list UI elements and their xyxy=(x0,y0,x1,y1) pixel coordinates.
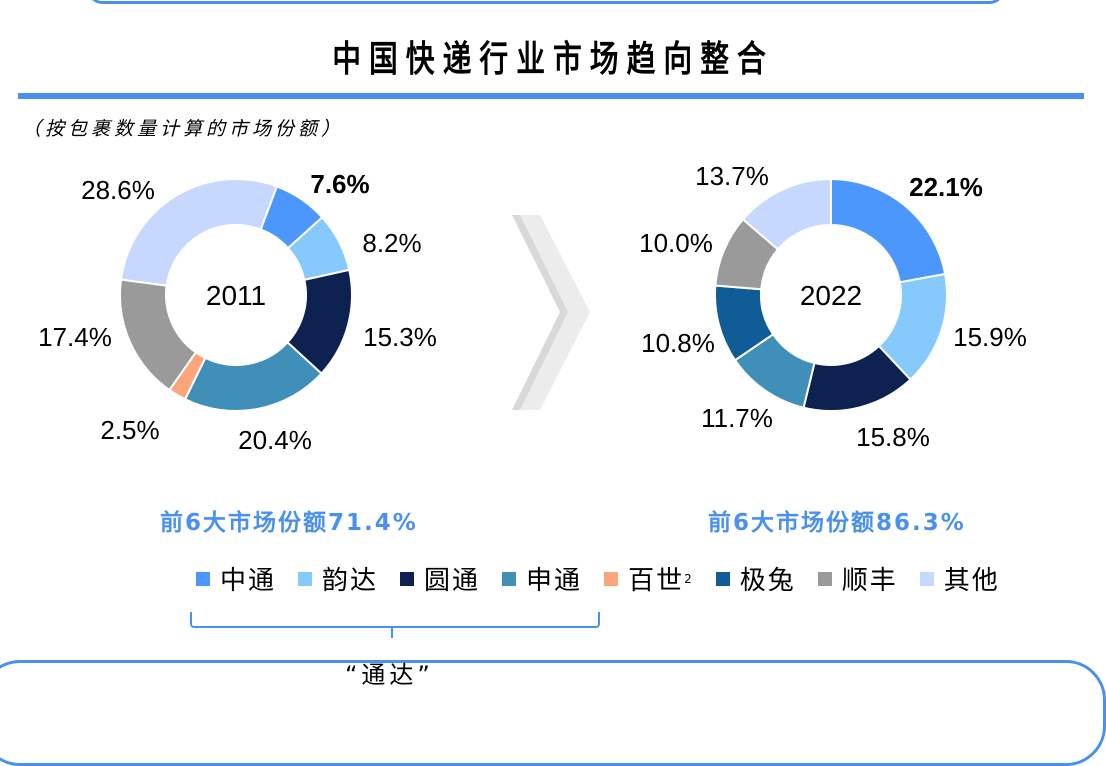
legend-label: 圆通 xyxy=(424,566,481,596)
slice-label: 8.2% xyxy=(362,228,421,258)
legend-item: 顺丰 xyxy=(817,560,898,597)
page-title: 中国快递行业市场趋向整合 xyxy=(332,39,774,80)
donut-slice xyxy=(741,177,832,251)
legend-label: 顺丰 xyxy=(841,566,898,596)
legend-item: 中通 xyxy=(196,560,276,597)
legend-swatch xyxy=(817,571,832,586)
legend-label: 百世 xyxy=(628,566,685,596)
legend-label: 韵达 xyxy=(322,566,379,596)
slice-label: 15.8% xyxy=(856,422,930,452)
subtitle: （按包裹数量计算的市场份额） xyxy=(22,118,345,140)
slice-label: 28.6% xyxy=(81,175,155,205)
legend-item: 申通 xyxy=(502,560,582,597)
slice-label: 10.0% xyxy=(639,228,713,258)
donut-year: 2022 xyxy=(800,280,862,311)
donut-2011: 7.6% 8.2% 15.3% 20.4% 2.5% 17.4% 28.6% 2011 xyxy=(38,169,437,455)
slice-label: 15.9% xyxy=(953,322,1027,352)
legend-swatch xyxy=(604,571,619,586)
top6-share-2022: 前6大市场份额86.3% xyxy=(708,510,966,536)
legend-swatch xyxy=(502,571,517,586)
legend-label: 申通 xyxy=(526,566,583,596)
legend-swatch xyxy=(196,571,210,586)
brace-tick xyxy=(391,626,393,638)
donut-slice xyxy=(119,178,279,287)
slice-label: 22.1% xyxy=(909,172,983,202)
legend-swatch xyxy=(298,571,313,586)
arrow-icon xyxy=(512,215,590,410)
slice-label: 7.6% xyxy=(310,169,369,199)
legend-item: 百世 2 xyxy=(604,560,694,597)
brace-label: “通达” xyxy=(345,661,434,689)
slice-label: 2.5% xyxy=(100,415,159,445)
slice-label: 17.4% xyxy=(38,322,112,352)
legend-footnote: 2 xyxy=(684,571,694,586)
legend-item: 圆通 xyxy=(400,560,480,597)
slice-label: 10.8% xyxy=(641,328,715,358)
legend: 中通 韵达 圆通 申通 百世 2 极兔 顺丰 其他 xyxy=(196,560,1022,597)
slice-label: 15.3% xyxy=(363,322,437,352)
slice-label: 13.7% xyxy=(695,161,769,191)
legend-item: 极兔 xyxy=(715,560,796,597)
title-rule xyxy=(18,93,1084,99)
legend-label: 中通 xyxy=(220,566,277,596)
legend-label: 其他 xyxy=(943,566,1000,596)
legend-item: 其他 xyxy=(919,560,1000,597)
slice-label: 11.7% xyxy=(701,403,773,433)
legend-swatch xyxy=(400,571,415,586)
slice-label: 20.4% xyxy=(238,425,312,455)
donut-year: 2011 xyxy=(206,280,266,311)
donut-2022: 22.1% 15.9% 15.8% 11.7% 10.8% 10.0% 13.7% 2022 xyxy=(639,161,1027,452)
legend-swatch xyxy=(715,571,730,586)
top6-share-2011: 前6大市场份额71.4% xyxy=(160,510,418,536)
legend-item: 韵达 xyxy=(298,560,378,597)
chart-canvas: 7.6% 8.2% 15.3% 20.4% 2.5% 17.4% 28.6% 2011 22.… xyxy=(38,161,1027,455)
legend-label: 极兔 xyxy=(739,566,796,596)
legend-swatch xyxy=(919,571,934,586)
brace xyxy=(190,612,600,628)
